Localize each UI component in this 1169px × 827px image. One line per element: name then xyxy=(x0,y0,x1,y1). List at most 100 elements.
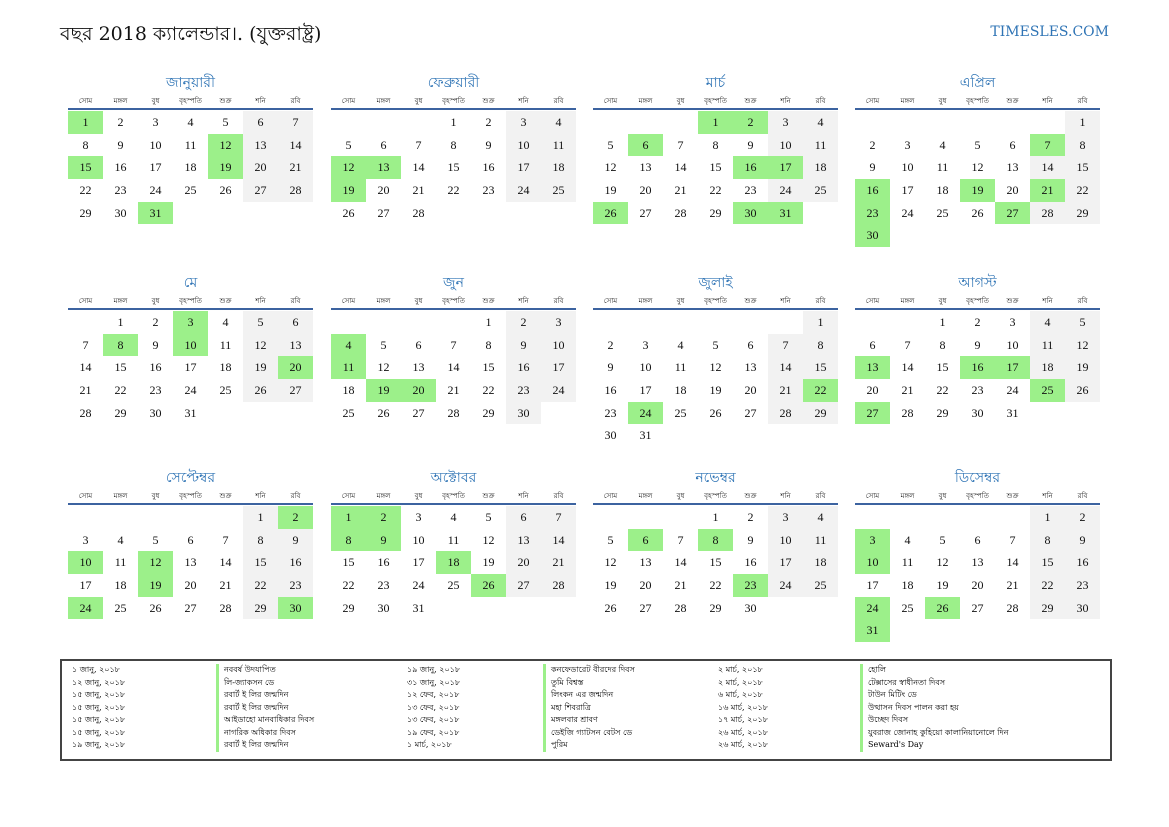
day-cell[interactable]: 31 xyxy=(1006,405,1019,420)
day-cell[interactable]: 15 xyxy=(342,555,355,570)
day-cell[interactable]: 17 xyxy=(184,360,197,375)
day-cell[interactable]: 24 xyxy=(1006,383,1019,398)
day-cell[interactable]: 2 xyxy=(117,115,124,129)
day-cell[interactable]: 9 xyxy=(607,360,614,375)
holiday-day-cell[interactable]: 20 xyxy=(401,379,436,402)
day-cell[interactable]: 3 xyxy=(768,111,803,134)
day-cell[interactable]: 5 xyxy=(222,115,229,129)
day-cell[interactable]: 13 xyxy=(639,555,652,570)
day-cell[interactable]: 10 xyxy=(768,133,803,157)
day-cell[interactable]: 1 xyxy=(485,315,492,329)
day-cell[interactable]: 27 xyxy=(744,405,757,420)
day-cell[interactable]: 19 xyxy=(936,578,949,593)
day-cell[interactable]: 22 xyxy=(482,383,495,398)
day-cell[interactable]: 25 xyxy=(901,600,914,615)
day-cell[interactable]: 12 xyxy=(482,532,495,547)
day-cell[interactable]: 17 xyxy=(866,578,879,593)
holiday-day-cell[interactable]: 17 xyxy=(995,356,1030,380)
day-cell[interactable]: 15 xyxy=(1030,551,1065,575)
day-cell[interactable]: 10 xyxy=(412,532,425,547)
holiday-day-cell[interactable]: 26 xyxy=(593,201,628,225)
day-cell[interactable]: 10 xyxy=(768,528,803,552)
day-cell[interactable]: 17 xyxy=(506,156,541,180)
day-cell[interactable]: 2 xyxy=(869,137,876,152)
day-cell[interactable]: 8 xyxy=(243,528,278,552)
day-cell[interactable]: 4 xyxy=(450,510,457,524)
day-cell[interactable]: 27 xyxy=(639,205,652,220)
day-cell[interactable]: 4 xyxy=(803,111,838,134)
day-cell[interactable]: 12 xyxy=(243,333,278,357)
day-cell[interactable]: 29 xyxy=(482,405,495,420)
day-cell[interactable]: 22 xyxy=(447,183,460,198)
day-cell[interactable]: 12 xyxy=(377,360,390,375)
day-cell[interactable]: 3 xyxy=(152,115,159,129)
holiday-day-cell[interactable]: 30 xyxy=(278,596,313,620)
day-cell[interactable]: 2 xyxy=(1065,506,1100,529)
day-cell[interactable]: 9 xyxy=(152,337,159,352)
day-cell[interactable]: 12 xyxy=(604,555,617,570)
day-cell[interactable]: 11 xyxy=(901,555,914,570)
day-cell[interactable]: 27 xyxy=(971,600,984,615)
day-cell[interactable]: 10 xyxy=(149,137,162,152)
day-cell[interactable]: 17 xyxy=(541,356,576,380)
day-cell[interactable]: 28 xyxy=(79,405,92,420)
day-cell[interactable]: 29 xyxy=(709,205,722,220)
holiday-day-cell[interactable]: 19 xyxy=(331,179,366,202)
day-cell[interactable]: 11 xyxy=(184,137,197,152)
day-cell[interactable]: 9 xyxy=(117,137,124,152)
day-cell[interactable]: 12 xyxy=(604,160,617,175)
day-cell[interactable]: 27 xyxy=(278,379,313,402)
day-cell[interactable]: 26 xyxy=(149,600,162,615)
holiday-day-cell[interactable]: 18 xyxy=(436,551,471,575)
day-cell[interactable]: 1 xyxy=(803,311,838,334)
holiday-day-cell[interactable]: 27 xyxy=(855,401,890,425)
holiday-day-cell[interactable]: 27 xyxy=(995,201,1030,225)
day-cell[interactable]: 20 xyxy=(866,383,879,398)
day-cell[interactable]: 17 xyxy=(639,383,652,398)
day-cell[interactable]: 28 xyxy=(412,205,425,220)
holiday-day-cell[interactable]: 10 xyxy=(173,333,208,357)
day-cell[interactable]: 29 xyxy=(342,600,355,615)
day-cell[interactable]: 6 xyxy=(1009,137,1016,152)
day-cell[interactable]: 5 xyxy=(607,137,614,152)
holiday-day-cell[interactable]: 16 xyxy=(733,156,768,180)
day-cell[interactable]: 19 xyxy=(482,555,495,570)
day-cell[interactable]: 3 xyxy=(506,111,541,134)
holiday-day-cell[interactable]: 22 xyxy=(803,379,838,402)
day-cell[interactable]: 3 xyxy=(768,506,803,529)
day-cell[interactable]: 9 xyxy=(278,528,313,552)
day-cell[interactable]: 27 xyxy=(184,600,197,615)
day-cell[interactable]: 5 xyxy=(152,532,159,547)
day-cell[interactable]: 13 xyxy=(278,333,313,357)
day-cell[interactable]: 29 xyxy=(243,596,278,620)
day-cell[interactable]: 20 xyxy=(639,578,652,593)
day-cell[interactable]: 14 xyxy=(412,160,425,175)
day-cell[interactable]: 13 xyxy=(506,528,541,552)
day-cell[interactable]: 17 xyxy=(768,551,803,575)
day-cell[interactable]: 26 xyxy=(219,183,232,198)
holiday-day-cell[interactable]: 30 xyxy=(733,201,768,225)
day-cell[interactable]: 15 xyxy=(1065,156,1100,180)
holiday-day-cell[interactable]: 15 xyxy=(68,156,103,180)
holiday-day-cell[interactable]: 6 xyxy=(628,528,663,552)
holiday-day-cell[interactable]: 23 xyxy=(733,574,768,597)
day-cell[interactable]: 15 xyxy=(243,551,278,575)
day-cell[interactable]: 9 xyxy=(1065,528,1100,552)
day-cell[interactable]: 30 xyxy=(1065,596,1100,620)
day-cell[interactable]: 24 xyxy=(412,578,425,593)
holiday-day-cell[interactable]: 13 xyxy=(366,156,401,180)
day-cell[interactable]: 13 xyxy=(243,133,278,157)
day-cell[interactable]: 4 xyxy=(677,337,684,352)
day-cell[interactable]: 19 xyxy=(604,578,617,593)
day-cell[interactable]: 29 xyxy=(803,401,838,425)
day-cell[interactable]: 4 xyxy=(939,137,946,152)
day-cell[interactable]: 1 xyxy=(117,315,124,329)
day-cell[interactable]: 31 xyxy=(639,428,652,443)
day-cell[interactable]: 5 xyxy=(939,532,946,547)
day-cell[interactable]: 17 xyxy=(412,555,425,570)
holiday-day-cell[interactable]: 1 xyxy=(698,111,733,134)
holiday-day-cell[interactable]: 16 xyxy=(960,356,995,380)
day-cell[interactable]: 1 xyxy=(243,506,278,529)
day-cell[interactable]: 13 xyxy=(971,555,984,570)
day-cell[interactable]: 4 xyxy=(187,115,194,129)
